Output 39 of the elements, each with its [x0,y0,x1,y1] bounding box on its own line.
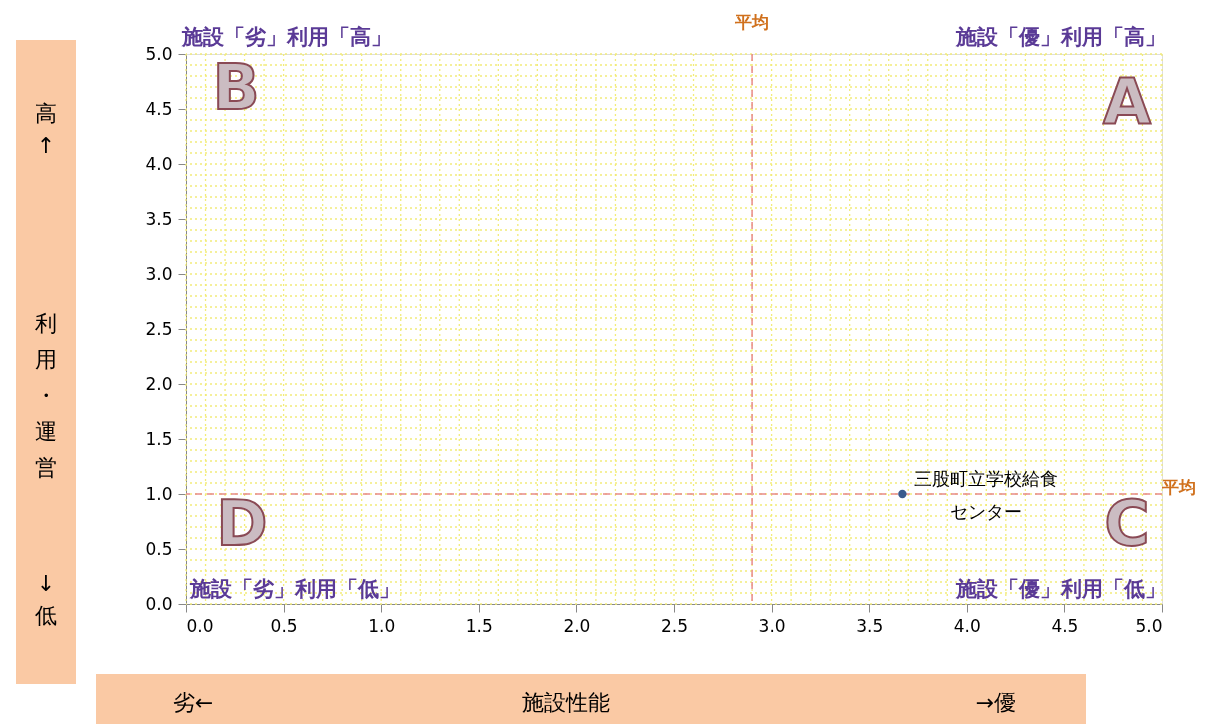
y-axis-title: 利用・運営 [35,311,57,480]
text: 劣← [172,690,214,715]
y-tick-label: 1.0 [145,483,173,504]
text: 施設「劣」利用「高」 [181,25,392,49]
x-tick-label: 3.5 [856,615,884,636]
x-tick-label: 5.0 [1135,615,1163,636]
y-tick-label: 2.0 [145,373,173,394]
y-tick-label: 4.0 [145,153,173,174]
y-tick-label: 3.5 [145,208,173,229]
x-axis-title: 施設性能 [522,690,610,715]
x-tick-label: 4.5 [1051,615,1079,636]
x-tick-label: 0.5 [270,615,298,636]
text: →優 [975,690,1017,715]
annotation: 施設「優」利用「低」 [955,577,1166,601]
annotation: B [212,51,260,124]
y-tick-label: 1.5 [145,428,173,449]
x-tick-label: 2.5 [660,615,689,636]
y-tick-label: 5.0 [145,43,173,64]
series-label: 三股町立学校給食センター [914,468,1059,522]
annotation: D [216,487,268,560]
text: 高↑ [35,101,57,158]
y-tick-label: 3.0 [145,263,173,284]
x-tick-label: 0.0 [186,615,214,636]
y-tick-label: 0.5 [145,538,173,559]
ref-line-label: 平均 [1161,477,1196,497]
annotation: C [1104,487,1150,560]
annotation: 施設「劣」利用「低」 [189,577,400,601]
y-tick-label: 4.5 [145,98,173,119]
x-tick-label: 4.0 [953,615,981,636]
x-tick-label: 2.0 [563,615,591,636]
y-tick-label: 0.0 [145,593,173,614]
text: ↓低 [35,571,57,628]
x-tick-label: 1.5 [465,615,493,636]
ref-line-label: 平均 [734,12,770,32]
y-tick-label: 2.5 [145,318,173,339]
text: 施設「優」利用「高」 [955,25,1166,49]
annotation: A [1103,65,1152,138]
x-tick-label: 1.0 [368,615,396,636]
x-tick-label: 3.0 [758,615,786,636]
